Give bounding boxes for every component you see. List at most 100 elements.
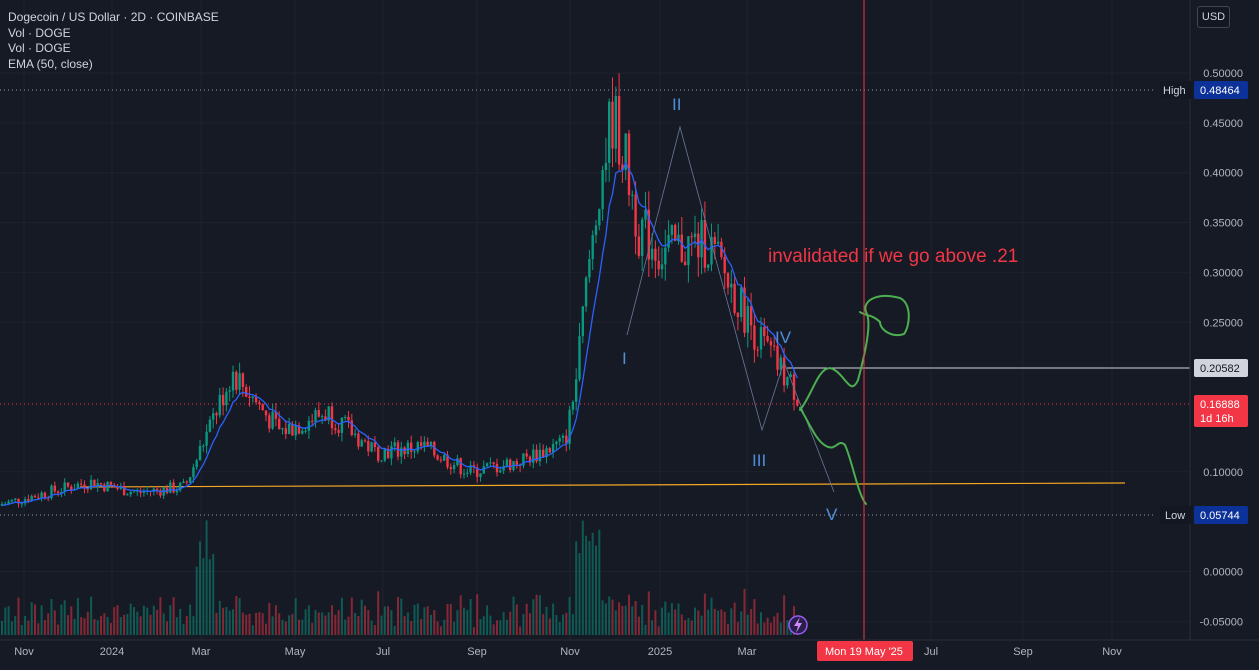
candle-body: [462, 473, 466, 475]
volume-bar: [93, 618, 96, 635]
volume-bar: [195, 566, 198, 635]
wave-label-v[interactable]: V: [826, 505, 838, 524]
candle-body: [730, 283, 733, 288]
volume-bar: [707, 609, 710, 635]
volume-bar: [667, 612, 670, 635]
volume-bar: [535, 594, 538, 635]
low-marker: Low 0.05744: [1160, 506, 1248, 524]
candle-body: [683, 261, 687, 266]
volume-bar: [406, 612, 409, 635]
lightning-icon[interactable]: [788, 615, 808, 635]
candle-body: [446, 454, 449, 468]
volume-bar: [205, 520, 208, 635]
candle-body: [208, 419, 212, 432]
volume-bar: [578, 553, 581, 635]
low-value: 0.05744: [1200, 510, 1240, 522]
volume-bar: [228, 610, 231, 635]
wave-label-ii[interactable]: II: [672, 95, 681, 114]
candle-body: [258, 402, 261, 405]
candle-body: [644, 209, 647, 220]
candle-body: [311, 420, 314, 422]
candle-body: [782, 357, 786, 386]
candle-body: [89, 479, 93, 490]
volume-bar: [601, 600, 604, 635]
candle-body: [254, 396, 258, 403]
volume-bar: [258, 612, 261, 635]
volume-bar: [700, 615, 703, 635]
projection-path[interactable]: [799, 294, 910, 505]
volume-bar: [20, 625, 23, 635]
time-axis[interactable]: Nov 2024 Mar May Jul Sep Nov 2025 Mar Jul Sep Nov: [14, 646, 1122, 658]
candle-body: [436, 455, 439, 460]
volume-bar: [641, 604, 644, 635]
candle-body: [650, 248, 654, 260]
currency-button[interactable]: USD: [1197, 6, 1230, 28]
wave-label-i[interactable]: I: [622, 349, 627, 368]
support-line[interactable]: [79, 482, 1126, 488]
wave-label-iv[interactable]: IV: [775, 328, 792, 347]
candle-body: [225, 391, 228, 406]
time-tick: Jul: [376, 646, 390, 658]
volume-bar: [604, 603, 607, 635]
volume-bar: [727, 623, 729, 635]
candle-body: [278, 418, 281, 430]
volume-bar: [162, 613, 165, 635]
price-axis[interactable]: 0.50000 0.45000 0.40000 0.35000 0.30000 0.250…: [1200, 68, 1243, 628]
volume-bar: [736, 622, 739, 635]
volume-bar: [651, 620, 654, 635]
volume-bar: [156, 609, 159, 635]
volume-bar: [10, 621, 13, 635]
candle-body: [796, 399, 799, 406]
candle-body: [109, 481, 113, 485]
candle-body: [132, 491, 136, 493]
candle-body: [779, 357, 782, 370]
candle-body: [578, 336, 581, 380]
candle-body: [535, 449, 538, 462]
volume-bar: [611, 599, 614, 635]
volume-bar: [116, 605, 119, 635]
volume-bar: [783, 595, 786, 635]
volume-bar: [740, 611, 743, 635]
candle-body: [588, 259, 591, 278]
candle-body: [33, 495, 37, 498]
price-tick: -0.05000: [1200, 616, 1243, 628]
volume-indicator-1[interactable]: Vol · DOGE: [8, 25, 71, 40]
volume-bar: [710, 597, 713, 635]
candle-body: [7, 501, 10, 504]
candle-body: [532, 449, 535, 463]
volume-bar: [27, 620, 30, 635]
volume-bar: [548, 618, 551, 635]
volume-bar: [562, 614, 564, 635]
crosshair-time-label: Mon 19 May '25: [817, 641, 913, 661]
candle-body: [459, 458, 462, 475]
ema-indicator[interactable]: EMA (50, close): [8, 56, 93, 71]
candle-body: [740, 287, 743, 318]
volume-bar: [298, 619, 300, 635]
volume-indicator-2[interactable]: Vol · DOGE: [8, 41, 71, 55]
volume-bar: [192, 616, 195, 635]
candle-body: [538, 449, 542, 462]
volume-bar: [631, 606, 634, 635]
candle-body: [489, 462, 492, 464]
candle-body: [231, 371, 235, 391]
volume-bar: [496, 620, 498, 635]
volume-bar: [307, 605, 310, 635]
volume-bar: [1, 620, 3, 635]
volume-bar: [218, 600, 221, 635]
annotation-text[interactable]: invalidated if we go above .21: [768, 246, 1018, 267]
volume-bar: [232, 609, 234, 635]
volume-bar: [512, 596, 515, 635]
candle-body: [377, 447, 380, 461]
candle-body: [106, 481, 109, 492]
candle-body: [410, 442, 413, 452]
candle-body: [568, 409, 571, 444]
candle-body: [188, 477, 192, 483]
symbol-title[interactable]: Dogecoin / US Dollar · 2D · COINBASE: [8, 10, 219, 24]
volume-bar: [324, 615, 327, 635]
candle-body: [159, 490, 162, 496]
wave-label-iii[interactable]: III: [752, 451, 766, 470]
candle-body: [271, 411, 274, 429]
volume-bar: [410, 620, 413, 635]
